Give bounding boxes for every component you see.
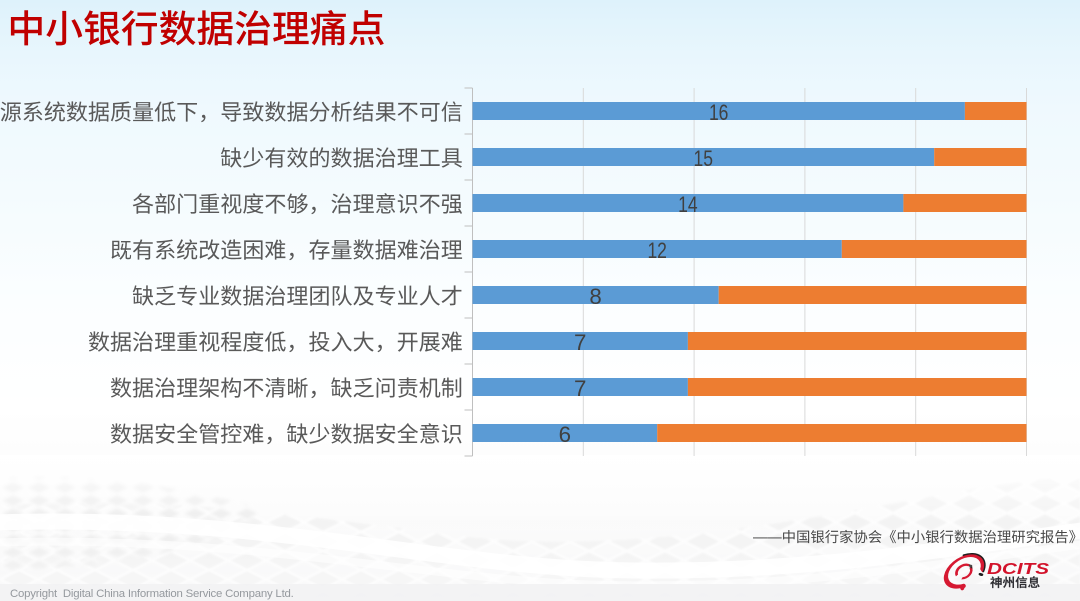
svg-text:6: 6 [559, 422, 571, 447]
svg-text:14: 14 [678, 192, 698, 217]
svg-text:16: 16 [709, 100, 729, 125]
svg-text:Copyright Digital China Infor: Copyright Digital China Information Serv… [10, 588, 294, 600]
svg-text:DCITS: DCITS [987, 561, 1049, 578]
svg-text:7: 7 [574, 330, 586, 355]
svg-text:8: 8 [589, 284, 601, 309]
svg-text:7: 7 [574, 376, 586, 401]
svg-text:15: 15 [694, 146, 714, 171]
svg-text:12: 12 [647, 238, 667, 263]
